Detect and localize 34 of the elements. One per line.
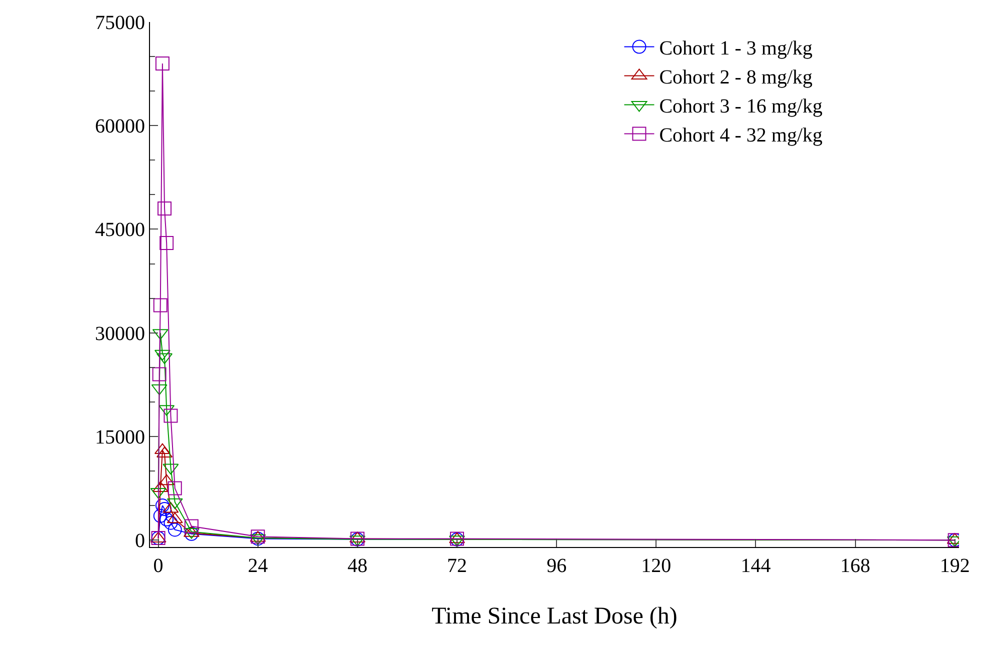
y-tick-label: 45000 bbox=[95, 219, 145, 242]
y-tick-label: 30000 bbox=[95, 322, 145, 345]
y-tick-label: 0 bbox=[135, 530, 145, 552]
point bbox=[158, 202, 172, 216]
x-tick-label: 72 bbox=[447, 555, 468, 577]
point bbox=[184, 519, 198, 534]
x-axis-title: Time Since Last Dose (h) bbox=[432, 603, 678, 630]
y-tick-label: 75000 bbox=[95, 12, 145, 34]
point bbox=[160, 512, 174, 526]
point bbox=[155, 498, 170, 513]
point bbox=[160, 236, 174, 250]
legend-label: Cohort 2 - 8 mg/kg bbox=[659, 66, 813, 89]
point bbox=[153, 298, 168, 312]
point bbox=[155, 56, 170, 70]
point bbox=[152, 367, 166, 382]
x-tick-label: 96 bbox=[546, 555, 567, 577]
x-tick-label: 24 bbox=[248, 555, 268, 577]
x-tick-label: 120 bbox=[641, 555, 672, 577]
legend-label: Cohort 3 - 16 mg/kg bbox=[659, 96, 823, 118]
point bbox=[164, 408, 178, 423]
x-tick-label: 144 bbox=[740, 555, 771, 577]
legend-label: Cohort 1 - 3 mg/kg bbox=[659, 38, 813, 60]
legend-label: Cohort 4 - 32 mg/kg bbox=[659, 124, 823, 147]
x-tick-label: 168 bbox=[840, 555, 870, 577]
x-tick-label: 0 bbox=[153, 555, 164, 577]
x-tick-label: 192 bbox=[940, 555, 970, 577]
point bbox=[168, 522, 182, 537]
point bbox=[168, 481, 182, 496]
x-tick-label: 48 bbox=[347, 555, 368, 577]
point bbox=[153, 508, 168, 523]
point bbox=[158, 502, 172, 516]
y-tick-label: 60000 bbox=[95, 116, 145, 138]
y-tick-label: 15000 bbox=[95, 426, 145, 448]
point bbox=[164, 516, 178, 530]
